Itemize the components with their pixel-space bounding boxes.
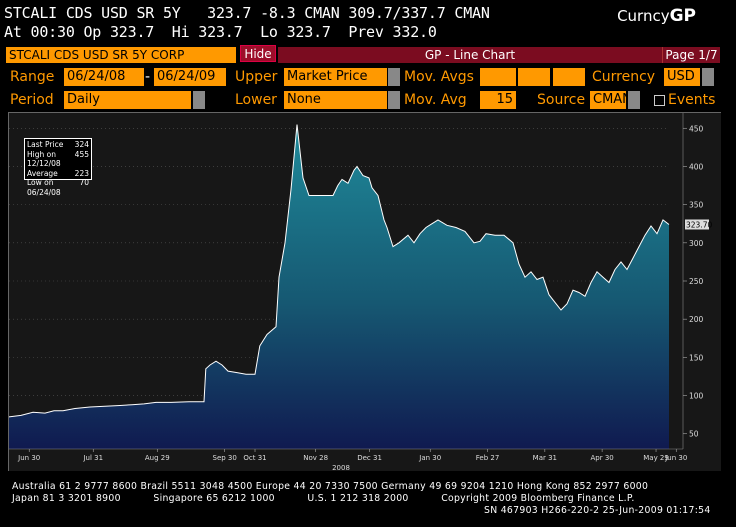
range-separator: - bbox=[145, 69, 151, 85]
period-dropdown-icon[interactable] bbox=[193, 91, 205, 109]
chart-toolbar: STCALI CDS USD SR 5Y CORP Hide GP - Line… bbox=[0, 45, 720, 64]
y-tick-label: 150 bbox=[689, 353, 704, 362]
hide-button[interactable]: Hide bbox=[240, 45, 276, 62]
mov-avg-label: Mov. Avg bbox=[404, 92, 467, 108]
line-chart-panel[interactable]: 50 100 150 200 250 300 350 400 450 323.70 Jun 30 J… bbox=[8, 112, 721, 472]
footer-serial-line: SN 467903 H266-220-2 25-Jun-2009 01:17:5… bbox=[484, 505, 711, 516]
currency-dropdown-icon[interactable] bbox=[702, 68, 714, 86]
mov-avg-field-1[interactable] bbox=[480, 68, 516, 86]
price-series-line bbox=[8, 124, 670, 418]
y-tick-label: 400 bbox=[689, 162, 704, 171]
upper-dropdown-icon[interactable] bbox=[388, 68, 400, 86]
legend-row-high: High on 12/12/08 455 bbox=[27, 149, 89, 169]
x-tick-label: Sep 30 bbox=[213, 454, 237, 462]
mov-avg-value-field[interactable]: 15 bbox=[480, 91, 516, 109]
price-area-chart: 50 100 150 200 250 300 350 400 450 323.70 Jun 30 J… bbox=[8, 113, 712, 472]
year-label: 2008 bbox=[332, 464, 350, 471]
legend-row-average: Average 223 bbox=[27, 168, 89, 178]
period-field[interactable]: Daily bbox=[64, 91, 191, 109]
y-tick-label: 250 bbox=[689, 277, 704, 286]
y-tick-label: 200 bbox=[689, 315, 704, 324]
x-tick-label: Jun 30 bbox=[17, 454, 40, 462]
price-area-fill bbox=[9, 124, 669, 449]
y-tick-label: 350 bbox=[689, 201, 704, 210]
x-tick-label: Feb 27 bbox=[476, 454, 500, 462]
function-code: GP bbox=[669, 6, 696, 26]
x-tick-label: Jan 30 bbox=[418, 454, 441, 462]
y-tick-label: 450 bbox=[689, 124, 704, 133]
x-tick-label: Nov 28 bbox=[303, 454, 328, 462]
security-quote-line: STCALI CDS USD SR 5Y 323.7 -8.3 CMAN 309… bbox=[4, 4, 490, 22]
x-tick-label: Oct 31 bbox=[243, 454, 266, 462]
y-tick-label: 100 bbox=[689, 392, 704, 401]
events-label: Events bbox=[668, 92, 716, 108]
page-indicator[interactable]: Page 1/7 bbox=[662, 47, 720, 63]
x-tick-label: Dec 31 bbox=[357, 454, 382, 462]
currency-field[interactable]: USD bbox=[664, 68, 700, 86]
x-tick-label: Jun 30 bbox=[664, 454, 687, 462]
footer-contact-line-2: Japan 81 3 3201 8900 Singapore 65 6212 1… bbox=[12, 493, 635, 504]
market-sector-function: CurncyGP bbox=[617, 6, 696, 26]
chart-legend: Last Price 324 High on 12/12/08 455 Averag… bbox=[24, 138, 92, 197]
x-tick-label: May 29 bbox=[643, 454, 669, 462]
y-tick-label: 50 bbox=[689, 430, 699, 439]
upper-label: Upper bbox=[235, 69, 278, 85]
mov-avg-field-2[interactable] bbox=[518, 68, 550, 86]
range-label: Range bbox=[10, 69, 55, 85]
x-tick-label: Jul 31 bbox=[82, 454, 103, 462]
legend-row-last: Last Price 324 bbox=[27, 140, 89, 149]
lower-dropdown-icon[interactable] bbox=[388, 91, 400, 109]
security-field[interactable]: STCALI CDS USD SR 5Y CORP bbox=[6, 47, 236, 63]
footer-contact-line-1: Australia 61 2 9777 8600 Brazil 5511 304… bbox=[12, 481, 649, 492]
period-label: Period bbox=[10, 92, 54, 108]
source-label: Source bbox=[537, 92, 586, 108]
market-sector-label: Curncy bbox=[617, 7, 670, 25]
currency-label: Currency bbox=[592, 69, 656, 85]
upper-field[interactable]: Market Price bbox=[284, 68, 387, 86]
lower-field[interactable]: None bbox=[284, 91, 387, 109]
chart-title-bar: GP - Line Chart bbox=[278, 47, 662, 63]
range-end-field[interactable]: 06/24/09 bbox=[154, 68, 226, 86]
lower-label: Lower bbox=[235, 92, 277, 108]
events-checkbox[interactable] bbox=[654, 95, 665, 106]
source-dropdown-icon[interactable] bbox=[628, 91, 640, 109]
last-value-label: 323.70 bbox=[686, 220, 712, 229]
last-value-tag bbox=[685, 219, 709, 230]
mov-avg-field-3[interactable] bbox=[553, 68, 585, 86]
x-tick-label: Aug 29 bbox=[145, 454, 170, 462]
y-tick-label: 300 bbox=[689, 239, 704, 248]
x-tick-label: Apr 30 bbox=[590, 454, 613, 462]
source-field[interactable]: CMAN bbox=[590, 91, 632, 109]
x-tick-label: Mar 31 bbox=[533, 454, 557, 462]
mov-avgs-label: Mov. Avgs bbox=[404, 69, 474, 85]
range-start-field[interactable]: 06/24/08 bbox=[64, 68, 144, 86]
legend-row-low: Low on 06/24/08 70 bbox=[27, 178, 89, 197]
session-stats-line: At 00:30 Op 323.7 Hi 323.7 Lo 323.7 Prev… bbox=[4, 23, 437, 41]
